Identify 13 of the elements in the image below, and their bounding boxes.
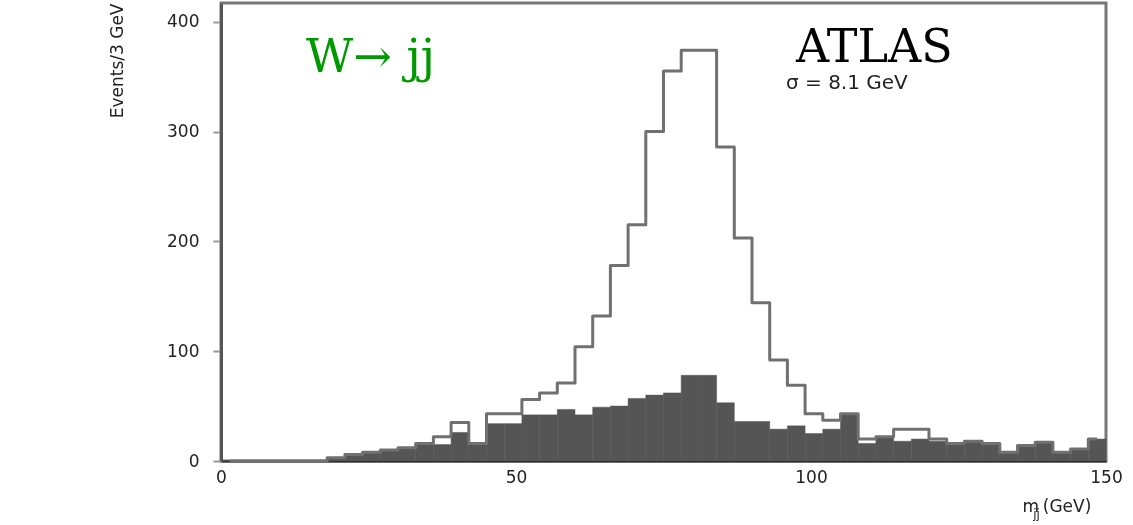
x-tick-label: 100 [795, 466, 828, 487]
y-tick-label: 100 [167, 340, 200, 361]
y-tick-label: 0 [188, 450, 200, 471]
annotation: W→ jj [306, 29, 435, 83]
y-axis-title: Events/3 GeV [107, 3, 128, 119]
annotation: ATLAS [795, 19, 953, 73]
y-tick-label: 200 [167, 230, 200, 251]
x-tick-label: 150 [1090, 466, 1123, 487]
x-tick-label: 0 [216, 466, 227, 487]
y-tick-label: 300 [167, 121, 200, 141]
x-tick-label: 50 [505, 466, 528, 487]
y-tick-label: 400 [167, 11, 200, 32]
annotation: σ = 8.1 GeV [786, 70, 909, 94]
